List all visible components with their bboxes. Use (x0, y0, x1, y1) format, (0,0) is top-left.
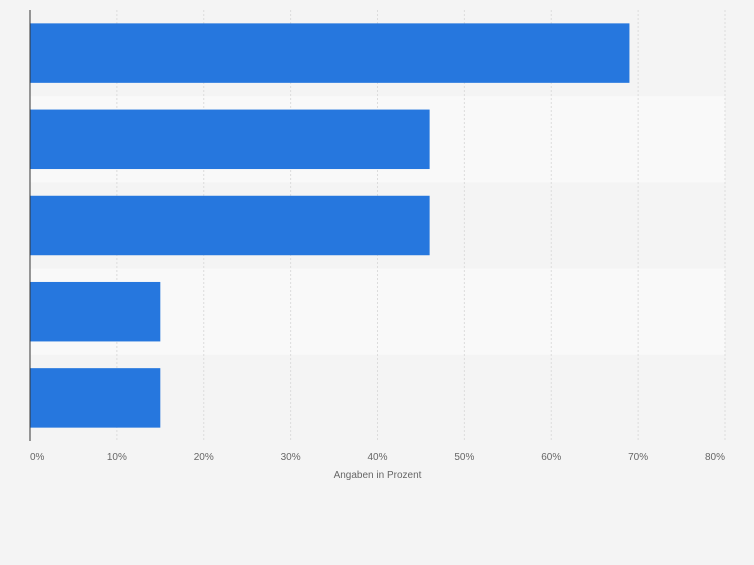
x-tick-labels: 0% 10% 20% 30% 40% 50% 60% 70% 80% (30, 452, 725, 463)
x-tick-label: 70% (628, 452, 648, 463)
x-axis-label: Angaben in Prozent (334, 470, 422, 481)
x-tick-label: 40% (367, 452, 387, 463)
bar (30, 281, 161, 342)
x-tick-label: 0% (30, 452, 45, 463)
bar (30, 195, 430, 256)
bars (30, 23, 630, 428)
x-tick-label: 30% (281, 452, 301, 463)
x-tick-label: 10% (107, 452, 127, 463)
x-tick-label: 60% (541, 452, 561, 463)
bar (30, 23, 630, 83)
x-tick-label: 80% (705, 452, 725, 463)
x-tick-label: 20% (194, 452, 214, 463)
bar (30, 368, 161, 428)
bar (30, 109, 430, 170)
x-tick-label: 50% (454, 452, 474, 463)
